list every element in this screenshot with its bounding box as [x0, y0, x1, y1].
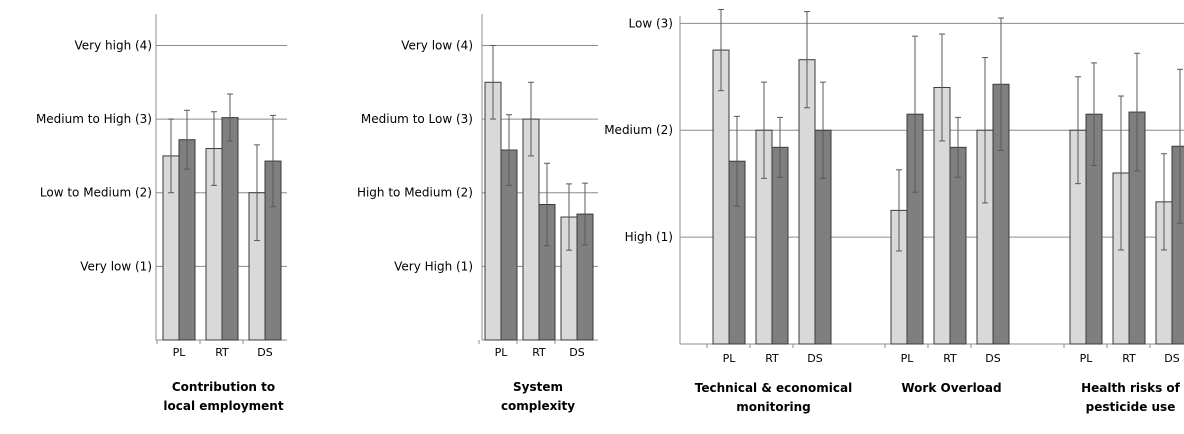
y-tick-label: Medium to Low (3) [361, 112, 473, 126]
y-tick-label: Very High (1) [394, 259, 473, 273]
bar [178, 139, 196, 341]
x-tick-label: DS [985, 352, 1000, 365]
chart-panel-3: High (1) Medium (2) Low (3) PL RT DS Technical… [604, 8, 1184, 414]
y-tick-label: Very low (4) [401, 38, 473, 52]
y-tick-label: High to Medium (2) [357, 186, 473, 200]
x-tick-label: RT [532, 346, 546, 359]
axis-title: Technical & economical [695, 381, 852, 395]
axis-title: System [513, 380, 563, 394]
x-tick-label: DS [257, 346, 272, 359]
y-tick-label: Medium to High (3) [36, 112, 152, 126]
y-tick-label: Medium (2) [604, 123, 673, 137]
chart-panel-1: Very low (1) Low to Medium (2) Medium to H… [36, 14, 287, 413]
x-tick-label: DS [1164, 352, 1179, 365]
bar [484, 81, 502, 341]
bar [712, 49, 730, 345]
x-tick-label: PL [901, 352, 915, 365]
bar [1171, 145, 1184, 345]
x-tick-label: DS [807, 352, 822, 365]
y-tick-label: Low (3) [629, 16, 673, 30]
x-tick-label: RT [1122, 352, 1136, 365]
x-tick-label: PL [495, 346, 509, 359]
bar [221, 117, 239, 341]
chart-panel-2: Very High (1) High to Medium (2) Medium to… [357, 14, 598, 413]
y-tick-label: High (1) [625, 230, 673, 244]
y-tick-label: Low to Medium (2) [40, 186, 152, 200]
x-tick-label: DS [569, 346, 584, 359]
x-tick-label: PL [1080, 352, 1094, 365]
axis-title: pesticide use [1086, 400, 1176, 414]
axis-title: complexity [501, 399, 575, 413]
axis-title: local employment [163, 399, 283, 413]
axis-title: Contribution to [172, 380, 275, 394]
axis-title: Health risks of [1081, 381, 1181, 395]
axis-title: Work Overload [901, 381, 1001, 395]
x-tick-label: PL [723, 352, 737, 365]
x-tick-label: RT [215, 346, 229, 359]
x-tick-label: RT [765, 352, 779, 365]
x-tick-label: PL [173, 346, 187, 359]
y-tick-label: Very low (1) [80, 259, 152, 273]
y-tick-label: Very high (4) [75, 38, 152, 52]
x-tick-label: RT [943, 352, 957, 365]
axis-title: monitoring [736, 400, 811, 414]
